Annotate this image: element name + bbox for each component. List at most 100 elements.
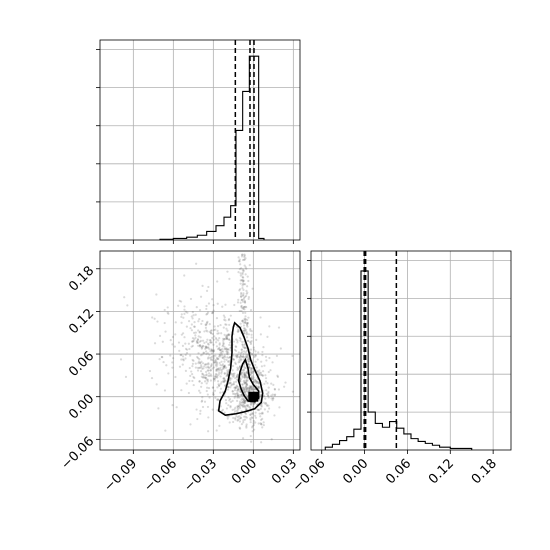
sample-point	[196, 355, 199, 359]
sample-point	[192, 339, 195, 343]
sample-point	[235, 354, 238, 357]
sample-point	[245, 353, 248, 356]
sample-point	[166, 306, 169, 309]
sample-point	[193, 321, 196, 324]
sample-point	[255, 380, 258, 383]
sample-point	[225, 352, 229, 356]
sample-point	[244, 415, 247, 418]
sample-point	[212, 393, 215, 396]
sample-point	[243, 258, 246, 261]
sample-point	[208, 374, 211, 377]
sample-point	[233, 386, 236, 389]
sample-point	[218, 361, 221, 365]
sample-point	[199, 295, 203, 298]
sample-point	[235, 349, 238, 352]
sample-point	[243, 397, 246, 400]
sample-point	[228, 343, 231, 347]
sample-point	[238, 358, 241, 362]
sample-point	[242, 380, 245, 383]
sample-point	[153, 317, 156, 320]
sample-point	[229, 314, 232, 317]
sample-point	[180, 389, 183, 392]
sample-point	[262, 394, 266, 397]
sample-point	[231, 408, 234, 411]
sample-point	[243, 301, 247, 304]
sample-point	[257, 382, 260, 385]
sample-point	[217, 339, 220, 342]
sample-point	[239, 272, 242, 275]
sample-point	[205, 378, 208, 381]
sample-point	[215, 429, 218, 432]
sample-point	[226, 372, 229, 376]
sample-point	[241, 383, 244, 386]
sample-point	[240, 348, 243, 351]
sample-point	[222, 342, 225, 345]
sample-point	[234, 362, 237, 366]
sample-point	[197, 360, 201, 363]
sample-point	[237, 404, 240, 407]
sample-point	[204, 345, 207, 348]
sample-point	[206, 330, 209, 333]
sample-point	[248, 340, 252, 344]
sample-point	[265, 359, 268, 362]
sample-point	[245, 292, 248, 295]
sample-point	[242, 403, 245, 407]
sample-point	[257, 408, 260, 412]
sample-point	[241, 375, 244, 378]
sample-point	[203, 380, 207, 383]
y-tick-label-3: 0.12	[66, 306, 97, 337]
sample-point	[229, 355, 232, 359]
sample-point	[171, 361, 174, 364]
sample-point	[227, 404, 230, 407]
sample-point	[255, 366, 258, 369]
sample-point	[238, 388, 241, 391]
sample-point	[203, 330, 206, 333]
sample-point	[264, 377, 268, 380]
sample-point	[220, 352, 223, 355]
sample-point	[276, 375, 280, 379]
sample-point	[233, 303, 236, 307]
sample-point	[236, 407, 239, 410]
sample-point	[182, 358, 185, 361]
sample-point	[223, 358, 226, 361]
sample-point	[231, 357, 235, 361]
sample-point	[256, 380, 259, 384]
sample-point	[252, 346, 255, 349]
sample-point	[211, 311, 214, 315]
sample-point	[207, 372, 211, 375]
sample-point	[216, 329, 219, 332]
sample-point	[227, 333, 230, 336]
sample-point	[206, 346, 209, 349]
sample-point	[243, 329, 246, 332]
sample-point	[239, 352, 243, 355]
sample-point	[241, 280, 245, 283]
sample-point	[155, 383, 158, 386]
sample-point	[236, 387, 240, 391]
sample-point	[244, 305, 247, 308]
sample-point	[243, 346, 247, 349]
sample-point	[200, 381, 203, 385]
sample-point	[238, 406, 242, 410]
sample-point	[244, 329, 247, 332]
sample-point	[241, 258, 245, 262]
sample-point	[181, 344, 185, 347]
sample-point	[239, 279, 242, 282]
sample-point	[250, 336, 253, 339]
sample-point	[224, 399, 228, 402]
sample-point	[205, 350, 208, 353]
sample-point	[178, 349, 181, 352]
sample-point	[245, 355, 248, 358]
sample-point	[245, 388, 249, 391]
sample-point	[238, 405, 241, 408]
sample-point	[124, 375, 128, 379]
sample-point	[204, 374, 208, 377]
sample-point	[217, 367, 220, 371]
sample-point	[233, 372, 236, 375]
sample-point	[225, 348, 228, 351]
sample-point	[190, 323, 193, 326]
sample-point	[236, 341, 239, 344]
sample-point	[223, 378, 226, 382]
sample-point	[198, 340, 201, 343]
sample-point	[229, 406, 232, 409]
sample-point	[217, 369, 220, 372]
